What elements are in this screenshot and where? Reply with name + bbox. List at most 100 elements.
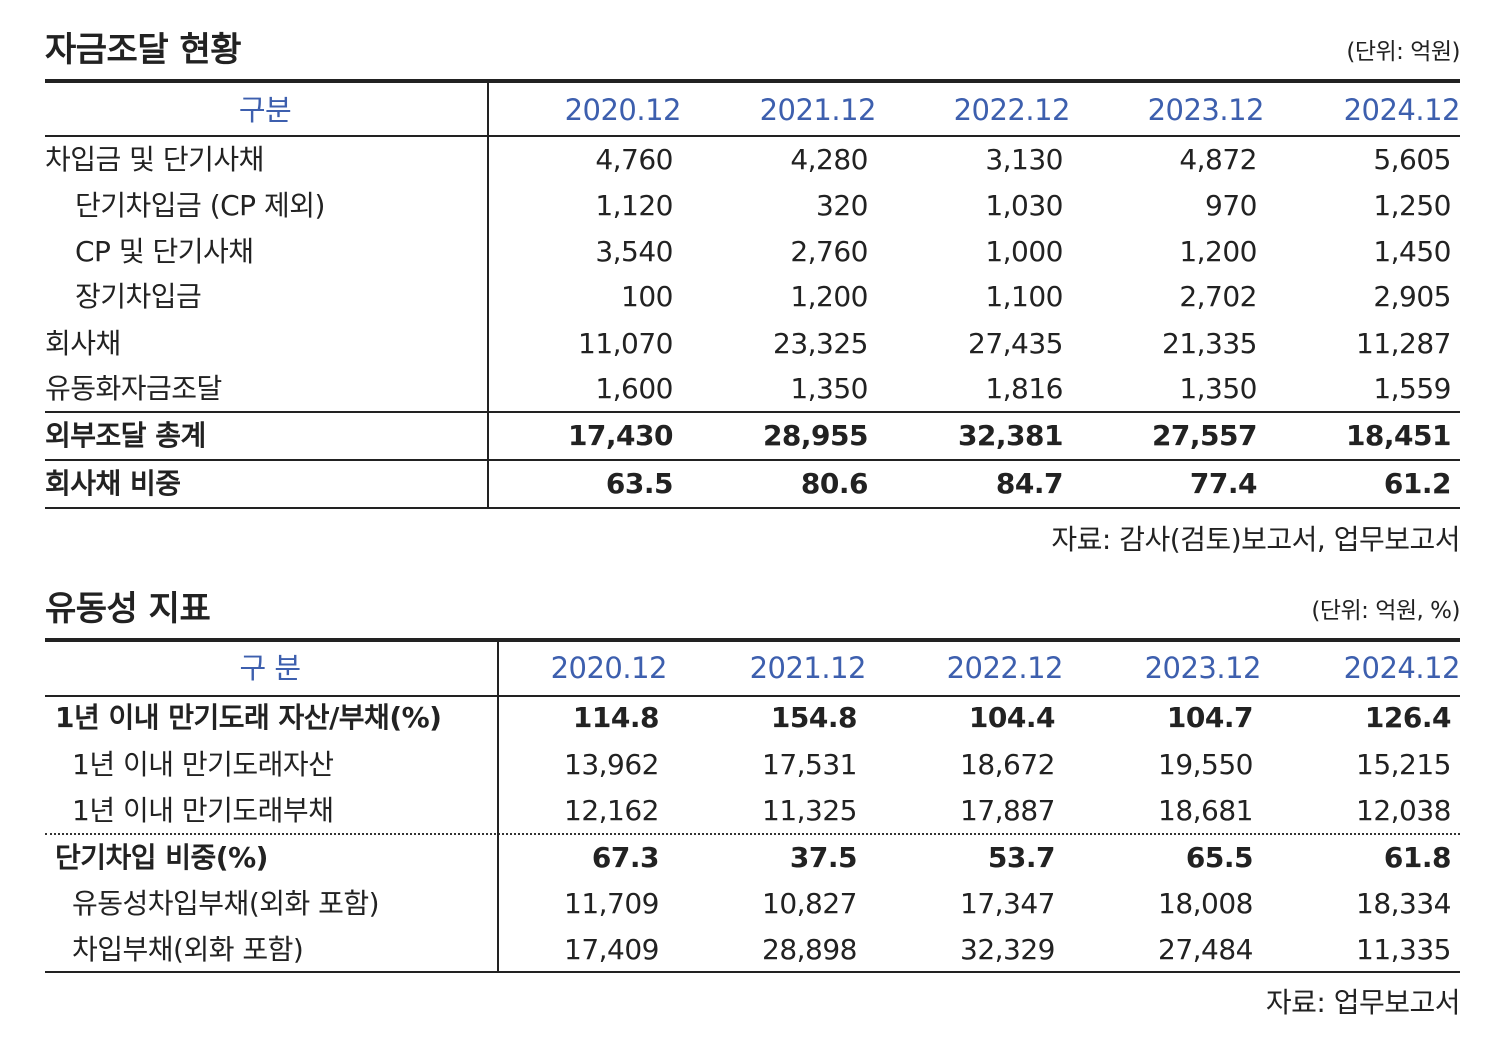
cell-value: 1,350 bbox=[1179, 372, 1257, 405]
header-cell: 2023.12 bbox=[1144, 651, 1262, 685]
row-label: 회사채 비중 bbox=[45, 467, 181, 500]
cell-value: 11,709 bbox=[564, 887, 659, 920]
cell-value: 970 bbox=[1205, 189, 1257, 222]
cell-value: 61.8 bbox=[1383, 841, 1452, 874]
header-cell: 2022.12 bbox=[946, 651, 1064, 685]
cell-value: 4,760 bbox=[595, 143, 673, 176]
column-rule bbox=[487, 81, 489, 507]
cell-value: 17,430 bbox=[567, 419, 674, 452]
unit-note: (단위: 억원) bbox=[1346, 39, 1460, 65]
cell-value: 126.4 bbox=[1364, 701, 1452, 734]
cell-value: 18,681 bbox=[1158, 794, 1253, 827]
cell-value: 1,200 bbox=[790, 280, 868, 313]
cell-value: 27,484 bbox=[1158, 933, 1253, 966]
cell-value: 17,347 bbox=[960, 887, 1055, 920]
cell-value: 114.8 bbox=[572, 701, 660, 734]
unit-note: (단위: 억원, %) bbox=[1311, 598, 1460, 624]
cell-value: 12,038 bbox=[1356, 794, 1451, 827]
cell-value: 1,250 bbox=[1373, 189, 1451, 222]
cell-value: 17,531 bbox=[762, 748, 857, 781]
table-title: 자금조달 현황 bbox=[45, 30, 242, 70]
cell-value: 18,334 bbox=[1356, 887, 1451, 920]
cell-value: 104.4 bbox=[968, 701, 1056, 734]
row-label: 유동성차입부채(외화 포함) bbox=[72, 887, 380, 920]
row-label: 단기차입금 (CP 제외) bbox=[75, 189, 325, 222]
cell-value: 84.7 bbox=[995, 467, 1064, 500]
cell-value: 18,008 bbox=[1158, 887, 1253, 920]
cell-value: 4,280 bbox=[790, 143, 868, 176]
cell-value: 2,760 bbox=[790, 235, 868, 268]
cell-value: 154.8 bbox=[770, 701, 858, 734]
row-label: 1년 이내 만기도래자산 bbox=[72, 748, 334, 781]
row-label: 단기차입 비중(%) bbox=[55, 841, 268, 874]
cell-value: 320 bbox=[816, 189, 868, 222]
cell-value: 2,905 bbox=[1373, 280, 1451, 313]
header-cell: 2024.12 bbox=[1343, 651, 1461, 685]
row-rule bbox=[45, 411, 1460, 413]
cell-value: 32,381 bbox=[957, 419, 1064, 452]
cell-value: 28,898 bbox=[762, 933, 857, 966]
header-cell: 2024.12 bbox=[1343, 93, 1461, 127]
cell-value: 1,200 bbox=[1179, 235, 1257, 268]
bottom-rule bbox=[45, 507, 1460, 509]
cell-value: 1,000 bbox=[985, 235, 1063, 268]
cell-value: 11,335 bbox=[1356, 933, 1451, 966]
cell-value: 18,451 bbox=[1345, 419, 1452, 452]
row-label: 차입금 및 단기사채 bbox=[45, 143, 264, 176]
cell-value: 61.2 bbox=[1383, 467, 1452, 500]
header-cell: 2022.12 bbox=[953, 93, 1071, 127]
cell-value: 63.5 bbox=[605, 467, 674, 500]
cell-value: 65.5 bbox=[1185, 841, 1254, 874]
row-label: 1년 이내 만기도래부채 bbox=[72, 794, 334, 827]
cell-value: 80.6 bbox=[800, 467, 869, 500]
row-rule bbox=[45, 459, 1460, 461]
header-rule bbox=[45, 135, 1460, 137]
cell-value: 67.3 bbox=[591, 841, 660, 874]
cell-value: 1,816 bbox=[985, 372, 1063, 405]
cell-value: 17,887 bbox=[960, 794, 1055, 827]
cell-value: 1,559 bbox=[1373, 372, 1451, 405]
row-label: 외부조달 총계 bbox=[45, 419, 206, 452]
cell-value: 1,100 bbox=[985, 280, 1063, 313]
cell-value: 12,162 bbox=[564, 794, 659, 827]
cell-value: 1,030 bbox=[985, 189, 1063, 222]
row-label: 1년 이내 만기도래 자산/부채(%) bbox=[55, 701, 442, 734]
cell-value: 32,329 bbox=[960, 933, 1055, 966]
cell-value: 11,070 bbox=[578, 327, 673, 360]
cell-value: 13,962 bbox=[564, 748, 659, 781]
row-label: 회사채 bbox=[45, 327, 121, 360]
cell-value: 2,702 bbox=[1179, 280, 1257, 313]
cell-value: 17,409 bbox=[564, 933, 659, 966]
row-label: 유동화자금조달 bbox=[45, 372, 222, 405]
top-rule bbox=[45, 79, 1460, 83]
cell-value: 11,325 bbox=[762, 794, 857, 827]
header-rule bbox=[45, 695, 1460, 697]
header-cell: 2021.12 bbox=[759, 93, 877, 127]
source-note: 자료: 업무보고서 bbox=[1265, 986, 1461, 1019]
source-note: 자료: 감사(검토)보고서, 업무보고서 bbox=[1051, 523, 1460, 556]
row-label: 장기차입금 bbox=[75, 280, 202, 313]
cell-value: 5,605 bbox=[1373, 143, 1451, 176]
row-label: 차입부채(외화 포함) bbox=[72, 933, 304, 966]
cell-value: 100 bbox=[621, 280, 673, 313]
header-cell: 2021.12 bbox=[749, 651, 867, 685]
cell-value: 3,540 bbox=[595, 235, 673, 268]
cell-value: 1,450 bbox=[1373, 235, 1451, 268]
cell-value: 27,557 bbox=[1151, 419, 1258, 452]
cell-value: 37.5 bbox=[789, 841, 858, 874]
cell-value: 19,550 bbox=[1158, 748, 1253, 781]
table-title: 유동성 지표 bbox=[45, 589, 211, 629]
cell-value: 23,325 bbox=[773, 327, 868, 360]
cell-value: 15,215 bbox=[1356, 748, 1451, 781]
cell-value: 3,130 bbox=[985, 143, 1063, 176]
cell-value: 4,872 bbox=[1179, 143, 1257, 176]
column-rule bbox=[497, 640, 499, 971]
cell-value: 77.4 bbox=[1189, 467, 1258, 500]
cell-value: 18,672 bbox=[960, 748, 1055, 781]
cell-value: 1,120 bbox=[595, 189, 673, 222]
cell-value: 28,955 bbox=[762, 419, 869, 452]
cell-value: 10,827 bbox=[762, 887, 857, 920]
cell-value: 27,435 bbox=[968, 327, 1063, 360]
header-cell: 2023.12 bbox=[1147, 93, 1265, 127]
